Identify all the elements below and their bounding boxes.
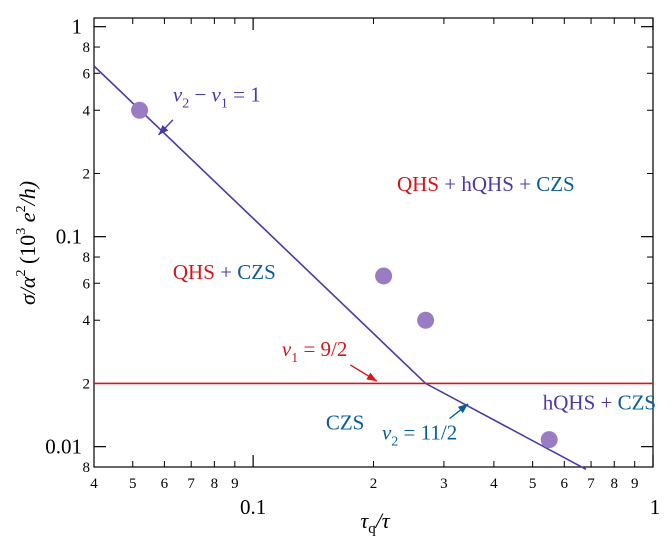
annotation-arrowhead bbox=[457, 403, 469, 414]
x-minor-tick-label: 7 bbox=[187, 476, 195, 492]
x-major-tick-label: 0.1 bbox=[240, 495, 266, 519]
annotation-label: ν2 − ν1 = 1 bbox=[173, 83, 261, 112]
annotation-label: ν1 = 9/2 bbox=[282, 337, 348, 366]
x-minor-tick-label: 3 bbox=[440, 476, 448, 492]
data-point bbox=[131, 101, 149, 119]
y-major-tick-label: 1 bbox=[72, 15, 83, 39]
annotation-label: ν2 = 11/2 bbox=[382, 421, 457, 450]
y-minor-tick-label: 4 bbox=[83, 313, 91, 329]
y-minor-tick-label: 4 bbox=[83, 103, 91, 119]
x-minor-tick-label: 6 bbox=[161, 476, 169, 492]
y-minor-tick-label: 2 bbox=[83, 376, 91, 392]
region-label: CZS bbox=[326, 410, 365, 434]
region-label: QHS + CZS bbox=[173, 260, 276, 284]
x-axis-label: τq/τ bbox=[360, 508, 390, 537]
x-major-tick-label: 1 bbox=[650, 495, 661, 519]
x-minor-tick-label: 4 bbox=[490, 476, 498, 492]
y-major-tick-label: 0.1 bbox=[56, 225, 82, 249]
y-major-tick-label: 0.01 bbox=[45, 435, 82, 459]
x-minor-tick-label: 5 bbox=[129, 476, 137, 492]
x-minor-tick-label: 8 bbox=[211, 476, 219, 492]
region-label: hQHS + CZS bbox=[543, 391, 656, 415]
region-labels: QHS + hQHS + CZS QHS + CZS hQHS + CZS CZS bbox=[173, 172, 656, 434]
series-line bbox=[93, 65, 587, 471]
y-minor-tick-label: 8 bbox=[83, 460, 91, 476]
data-points bbox=[131, 101, 558, 449]
region-label: QHS + hQHS + CZS bbox=[397, 172, 575, 196]
x-minor-tick-label: 2 bbox=[370, 476, 378, 492]
annotation-arrowhead bbox=[366, 372, 377, 382]
annotations: ν2 − ν1 = 1 ν1 = 9/2 ν2 = 11/2 bbox=[158, 83, 469, 450]
x-minor-tick-label: 5 bbox=[529, 476, 537, 492]
x-minor-tick-label: 9 bbox=[231, 476, 239, 492]
series-lines bbox=[93, 65, 653, 471]
y-minor-tick-label: 6 bbox=[83, 276, 91, 292]
data-point bbox=[375, 267, 393, 285]
data-point bbox=[417, 311, 435, 329]
x-minor-tick-label: 9 bbox=[631, 476, 639, 492]
annotation-arrowhead bbox=[158, 124, 169, 135]
x-minor-tick-label: 4 bbox=[90, 476, 98, 492]
y-minor-tick-label: 8 bbox=[83, 250, 91, 266]
x-minor-tick-label: 6 bbox=[561, 476, 569, 492]
x-minor-tick-label: 8 bbox=[610, 476, 618, 492]
y-minor-tick-label: 2 bbox=[83, 166, 91, 182]
data-point bbox=[540, 431, 558, 449]
y-axis-label: σ/α2 (103 e2/h) bbox=[14, 181, 40, 305]
y-minor-tick-label: 8 bbox=[83, 40, 91, 56]
y-minor-tick-label: 6 bbox=[83, 66, 91, 82]
x-minor-tick-label: 7 bbox=[587, 476, 595, 492]
